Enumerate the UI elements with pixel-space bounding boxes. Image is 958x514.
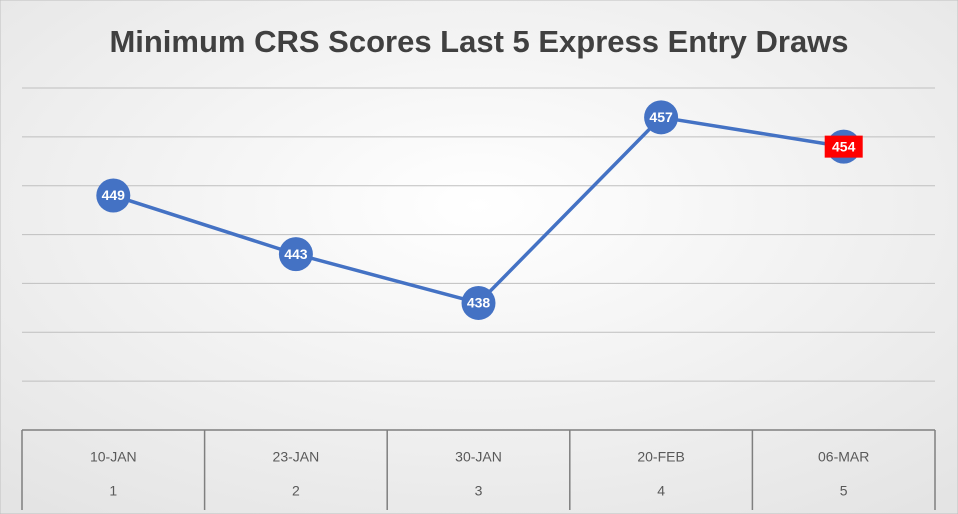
point-marker [644,100,679,135]
x-sub-label: 1 [109,483,117,499]
data-label: 438 [467,295,491,311]
point-marker [461,285,496,320]
chart-title: Minimum CRS Scores Last 5 Express Entry … [109,24,848,59]
x-sub-label: 3 [475,483,483,499]
x-tick-label: 06-MAR [818,449,869,465]
x-tick-label: 20-FEB [637,449,684,465]
x-sub-label: 4 [657,483,665,499]
point-marker [96,178,131,213]
x-tick-label: 10-JAN [90,449,137,465]
data-label: 443 [284,246,308,262]
data-label: 457 [649,109,673,125]
x-tick-label: 23-JAN [273,449,320,465]
x-sub-label: 5 [840,483,848,499]
x-sub-label: 2 [292,483,300,499]
data-label: 454 [832,138,856,154]
data-label: 449 [102,187,126,203]
point-marker [278,237,313,272]
data-label-box [824,135,863,158]
x-tick-label: 30-JAN [455,449,502,465]
